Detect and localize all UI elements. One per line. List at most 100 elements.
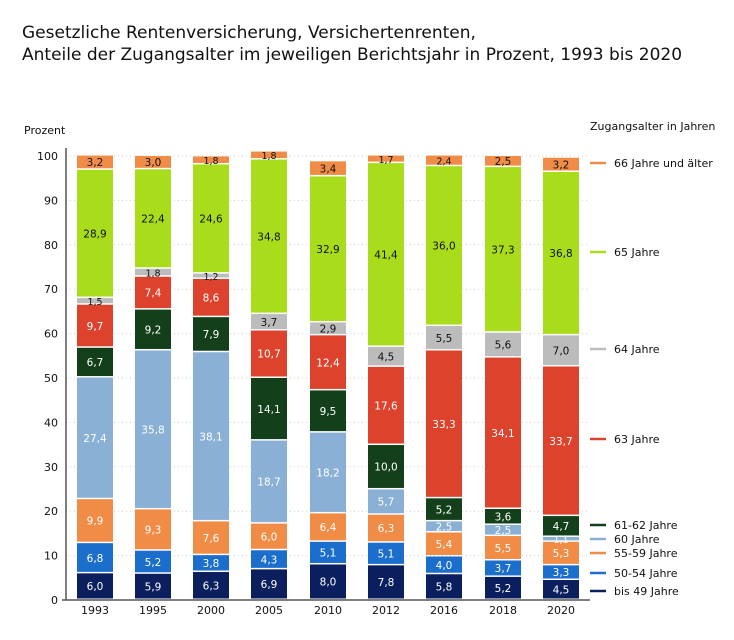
bar-segment <box>543 366 579 515</box>
data-label: 12,4 <box>316 357 340 369</box>
data-label: 7,8 <box>378 577 395 589</box>
data-label: 7,4 <box>145 288 162 300</box>
bar-segment <box>193 278 229 316</box>
bar-segment <box>368 514 404 542</box>
y-tick-label: 40 <box>44 416 58 429</box>
data-label: 3,3 <box>553 567 570 579</box>
data-label: 4,5 <box>553 585 570 597</box>
data-label: 9,7 <box>87 321 104 333</box>
bar-segment <box>135 268 171 276</box>
bar-segment <box>485 508 521 524</box>
data-label: 34,8 <box>257 231 280 243</box>
bar-segment <box>193 521 229 554</box>
data-label: 3,7 <box>495 563 512 575</box>
legend-label: 60 Jahre <box>614 533 660 546</box>
bar-segment <box>193 164 229 273</box>
data-label: 41,4 <box>374 250 398 262</box>
data-label: 37,3 <box>491 244 514 256</box>
data-label: 4,7 <box>553 521 570 533</box>
data-label: 33,7 <box>549 436 572 448</box>
data-label: 4,0 <box>436 560 453 572</box>
data-label: 4,5 <box>378 351 395 363</box>
bar-segment <box>193 273 229 278</box>
legend-label: 64 Jahre <box>614 343 660 356</box>
data-label: 1,8 <box>261 151 276 162</box>
data-label: 17,6 <box>374 400 398 412</box>
data-label: 7,6 <box>203 533 220 545</box>
bar-segment <box>251 151 287 159</box>
data-label: 3,8 <box>203 558 220 570</box>
y-tick-label: 0 <box>51 594 58 607</box>
bar-segment <box>368 489 404 514</box>
data-label: 2,5 <box>436 521 453 533</box>
data-label: 6,0 <box>87 581 104 593</box>
data-label: 4,3 <box>261 554 278 566</box>
bar-segment <box>77 155 113 169</box>
bar-segment <box>368 565 404 599</box>
x-tick-label: 2000 <box>197 604 225 617</box>
bar-segment <box>310 432 346 512</box>
bar-segment <box>543 565 579 579</box>
bar-segment <box>251 330 287 377</box>
bar-segment <box>543 541 579 564</box>
data-label: 1,5 <box>87 297 102 308</box>
data-label: 35,8 <box>141 424 164 436</box>
data-label: 7,0 <box>553 345 570 357</box>
data-label: 10,0 <box>374 462 397 474</box>
bar-segment <box>310 390 346 432</box>
bar-segment <box>135 169 171 268</box>
bar-segment <box>426 574 462 599</box>
bar-segment <box>426 532 462 555</box>
bar-segment <box>135 573 171 599</box>
data-label: 24,6 <box>199 214 223 226</box>
data-label: 18,7 <box>257 477 280 489</box>
bar-segment <box>543 157 579 171</box>
data-label: 34,1 <box>491 428 514 440</box>
bar-segment <box>543 580 579 599</box>
bar-segment <box>251 569 287 599</box>
bar-segment <box>135 509 171 550</box>
data-label: 1,8 <box>203 156 218 167</box>
bar-segment <box>485 524 521 535</box>
data-label: 5,3 <box>553 548 570 560</box>
bar-segment <box>77 377 113 498</box>
legend-label: 63 Jahre <box>614 433 660 446</box>
bar-segment <box>310 161 346 175</box>
data-label: 5,5 <box>495 543 512 555</box>
data-label: 1,8 <box>145 268 160 279</box>
legend-label: 66 Jahre und älter <box>614 157 713 170</box>
x-tick-label: 2020 <box>547 604 575 617</box>
bar-segment <box>485 560 521 576</box>
data-label: 5,9 <box>145 581 162 593</box>
data-label: 2,9 <box>320 323 337 335</box>
legend-label: 61-62 Jahre <box>614 519 678 532</box>
bar-segment <box>426 166 462 325</box>
bar-segment <box>77 543 113 572</box>
data-label: 3,0 <box>145 157 162 169</box>
bar-segment <box>485 536 521 559</box>
data-label: 5,7 <box>378 497 395 509</box>
data-label: 6,3 <box>378 523 395 535</box>
legend-label: 55-59 Jahre <box>614 547 678 560</box>
bar-segment <box>426 498 462 520</box>
bar-segment <box>310 541 346 563</box>
bar-segment <box>543 335 579 365</box>
bar-segment <box>310 513 346 541</box>
y-tick-label: 20 <box>44 505 58 518</box>
chart-title-line-2: Anteile der Zugangsalter im jeweiligen B… <box>22 45 683 65</box>
y-tick-label: 50 <box>44 372 58 385</box>
x-tick-label: 2012 <box>372 604 400 617</box>
x-tick-label: 2005 <box>255 604 283 617</box>
bar-segment <box>135 276 171 309</box>
bar-segment <box>368 445 404 488</box>
data-label: 5,6 <box>495 340 512 352</box>
data-label: 27,4 <box>83 433 107 445</box>
bar-segment <box>543 536 579 541</box>
data-label: 22,4 <box>141 214 165 226</box>
bar-segment <box>543 516 579 536</box>
data-label: 5,5 <box>436 333 453 345</box>
x-tick-label: 2016 <box>430 604 458 617</box>
bar-segment <box>251 159 287 313</box>
data-label: 5,2 <box>495 583 512 595</box>
data-label: 1,7 <box>378 155 393 166</box>
